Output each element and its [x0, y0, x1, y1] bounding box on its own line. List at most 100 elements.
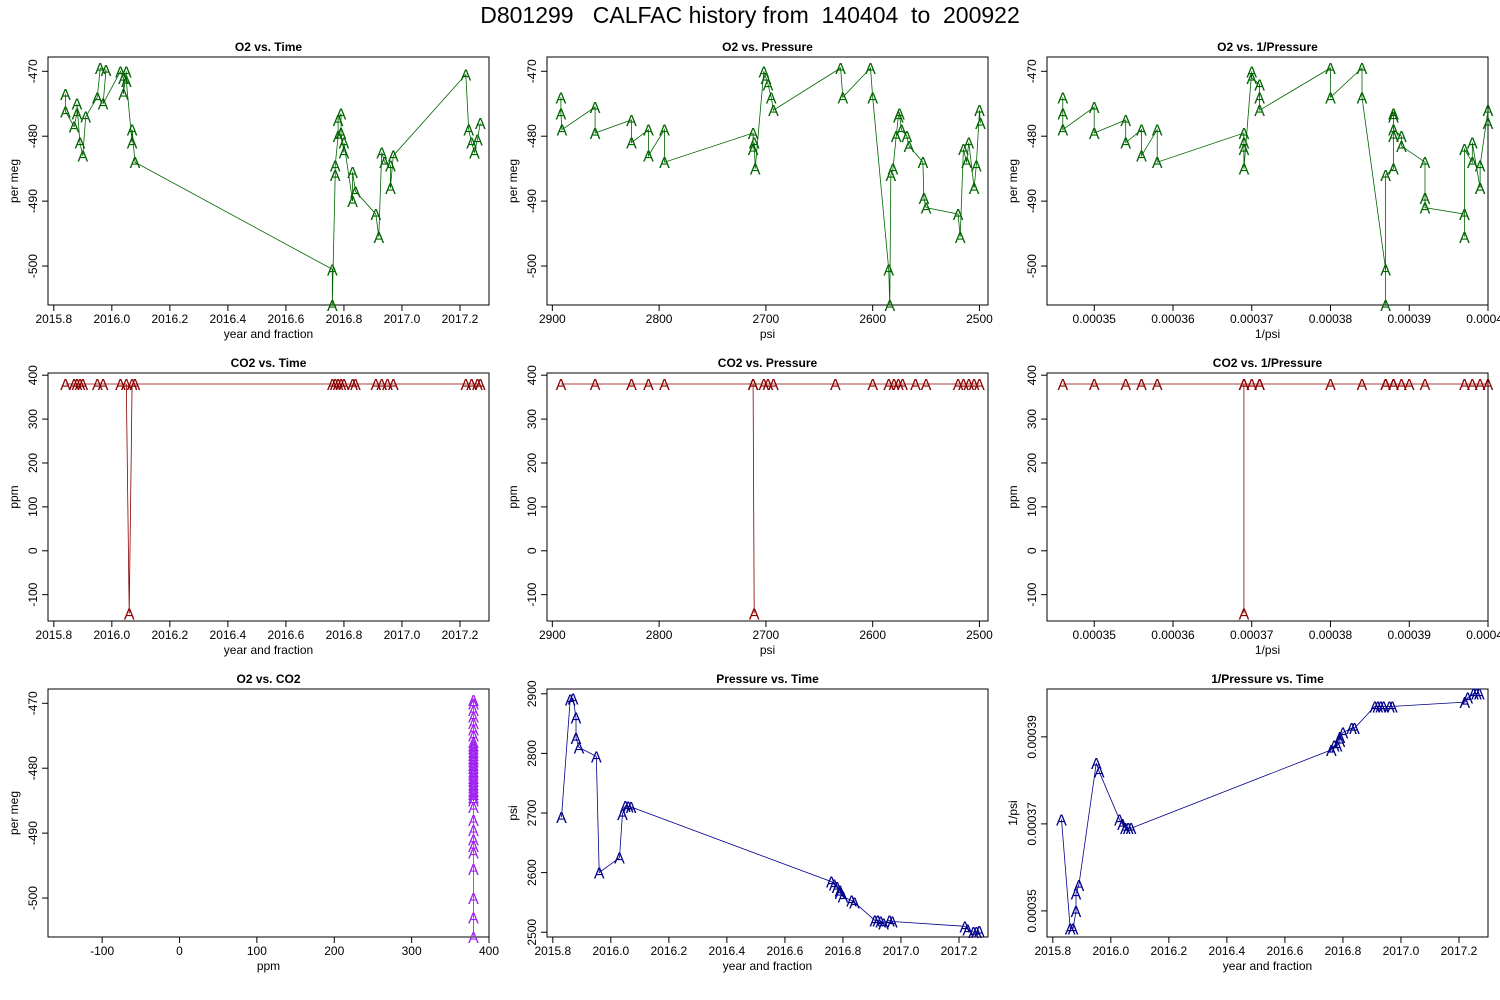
data-point-marker: A: [466, 136, 477, 153]
x-tick-label: 2016.0: [93, 628, 130, 642]
y-tick-label: -470: [525, 59, 539, 83]
data-point-marker: A: [758, 377, 769, 394]
x-tick-label: 0.00039: [1388, 312, 1432, 326]
data-point-marker: A: [826, 875, 837, 892]
data-point-marker: A: [1057, 123, 1068, 140]
x-tick-label: 2016.8: [1325, 944, 1362, 958]
x-axis-label: psi: [760, 327, 775, 341]
data-point-marker: A: [347, 194, 358, 211]
x-tick-label: 2016.6: [268, 628, 305, 642]
data-point-marker: A: [468, 735, 479, 752]
series-line: [65, 67, 481, 306]
data-point-marker: A: [1468, 686, 1479, 703]
data-point-marker: A: [1380, 168, 1391, 185]
x-tick-label: 2016.6: [268, 312, 305, 326]
data-point-marker: A: [968, 925, 979, 942]
data-point-marker: A: [1380, 262, 1391, 279]
data-point-marker: A: [468, 752, 479, 769]
data-point-marker: A: [1152, 377, 1163, 394]
y-tick-label: -470: [26, 691, 40, 715]
y-tick-label: 0.00039: [1025, 715, 1039, 759]
data-point-marker: A: [468, 761, 479, 778]
x-tick-label: 0: [176, 944, 183, 958]
data-point-marker: A: [748, 377, 759, 394]
data-point-marker: A: [1388, 377, 1399, 394]
x-tick-label: 300: [402, 944, 422, 958]
data-point-marker: A: [468, 784, 479, 801]
x-tick-label: 2500: [966, 628, 993, 642]
data-point-marker: A: [1346, 721, 1357, 738]
data-point-marker: A: [468, 758, 479, 775]
data-point-marker: A: [1375, 699, 1386, 716]
data-point-marker: A: [115, 377, 126, 394]
data-point-marker: A: [768, 377, 779, 394]
data-point-marker: A: [659, 377, 670, 394]
data-point-marker: A: [626, 136, 637, 153]
plot-frame: [47, 56, 490, 306]
x-tick-label: 2016.6: [1267, 944, 1304, 958]
x-tick-label: 2800: [646, 628, 673, 642]
data-point-marker: A: [327, 377, 338, 394]
data-point-marker: A: [748, 126, 759, 143]
data-point-marker: A: [1369, 699, 1380, 716]
data-point-marker: A: [921, 377, 932, 394]
y-tick-label: 0: [525, 547, 539, 554]
data-point-marker: A: [468, 768, 479, 785]
data-point-marker: A: [1089, 100, 1100, 117]
data-point-marker: A: [835, 61, 846, 78]
x-tick-label: 0.00035: [1073, 312, 1117, 326]
data-point-marker: A: [883, 262, 894, 279]
y-tick-label: -480: [26, 124, 40, 148]
data-point-marker: A: [1239, 136, 1250, 153]
data-point-marker: A: [872, 913, 883, 930]
data-point-marker: A: [971, 925, 982, 942]
data-point-marker: A: [659, 123, 670, 140]
x-tick-label: 2016.4: [709, 944, 746, 958]
y-axis-label: ppm: [7, 485, 21, 508]
data-point-marker: A: [118, 71, 129, 88]
data-point-marker: A: [1254, 377, 1265, 394]
data-point-marker: A: [958, 142, 969, 159]
data-point-marker: A: [1246, 64, 1257, 81]
data-point-marker: A: [969, 181, 980, 198]
data-point-marker: A: [468, 911, 479, 928]
data-point-marker: A: [963, 377, 974, 394]
plot-frame: [546, 56, 989, 306]
data-point-marker: A: [1338, 726, 1349, 743]
x-axis-label: 1/psi: [1255, 643, 1280, 657]
data-point-marker: A: [1420, 155, 1431, 172]
x-tick-label: 100: [247, 944, 267, 958]
data-point-marker: A: [475, 116, 486, 133]
x-axis-label: 1/psi: [1255, 327, 1280, 341]
data-point-marker: A: [659, 155, 670, 172]
x-tick-label: 2700: [753, 312, 780, 326]
x-tick-label: 2016.2: [651, 944, 688, 958]
data-point-marker: A: [761, 71, 772, 88]
x-tick-label: 400: [479, 944, 499, 958]
data-point-marker: A: [468, 833, 479, 850]
x-tick-label: 0.00035: [1073, 628, 1117, 642]
data-point-marker: A: [835, 886, 846, 903]
data-point-marker: A: [975, 116, 986, 133]
series-line: [65, 383, 481, 614]
data-point-marker: A: [1459, 695, 1470, 712]
data-point-marker: A: [115, 64, 126, 81]
data-point-marker: A: [468, 794, 479, 811]
y-tick-label: -500: [525, 254, 539, 278]
data-point-marker: A: [963, 136, 974, 153]
data-point-marker: A: [475, 377, 486, 394]
x-tick-label: 0.00036: [1151, 312, 1195, 326]
y-axis-label: per meg: [1006, 159, 1020, 203]
y-tick-label: 2800: [525, 740, 539, 767]
chart-title: O2 vs. Pressure: [722, 40, 813, 54]
x-tick-label: 0.00040: [1466, 312, 1500, 326]
y-tick-label: -470: [26, 59, 40, 83]
chart-co2-pressure: CO2 vs. Pressure 2900 2800 2700 2600 2500 400 3…: [506, 356, 993, 657]
chart-o2-time: O2 vs. Time 2015.8 2016.0 2016.2 2016.4 2016.…: [7, 40, 490, 341]
data-point-marker: A: [468, 771, 479, 788]
y-tick-label: -100: [26, 582, 40, 606]
y-axis-label: per meg: [7, 159, 21, 203]
data-point-marker: A: [891, 129, 902, 146]
x-tick-label: 0.00038: [1309, 628, 1353, 642]
data-point-marker: A: [468, 774, 479, 791]
